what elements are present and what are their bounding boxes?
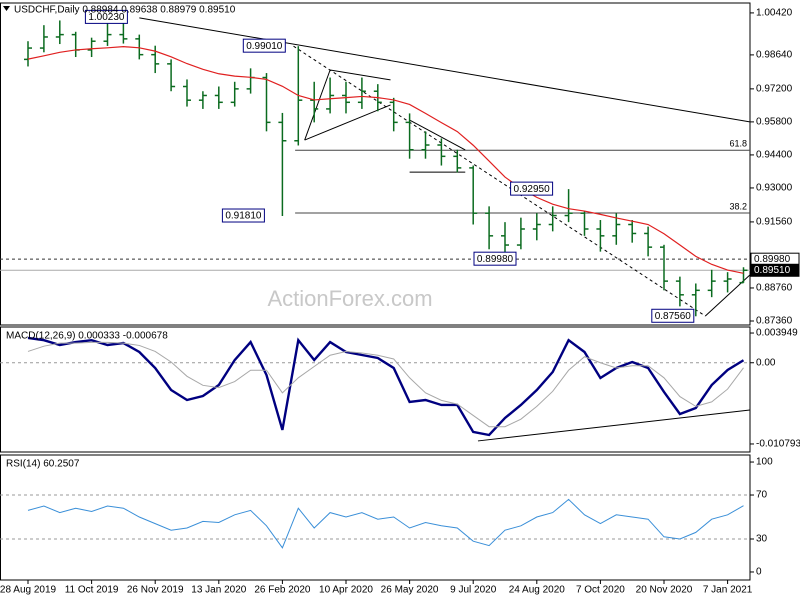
indicator-line [27, 498, 744, 549]
level-tag-label: 0.89980 [754, 254, 791, 265]
x-tick-label: 7 Oct 2020 [576, 585, 625, 596]
price-annotation-box [221, 208, 265, 223]
x-tick-label: 24 Aug 2020 [509, 585, 566, 596]
y-tick-label: 1.00420 [756, 8, 793, 19]
x-tick-label: 7 Jan 2021 [703, 585, 753, 596]
y-tick-label: 0.97200 [756, 84, 793, 95]
y-tick-label: 30 [756, 534, 768, 545]
y-tick-label: 0.91560 [756, 217, 793, 228]
fib-label: 38.2 [729, 201, 747, 211]
price-annotation: 1.00230 [88, 12, 125, 23]
menu-icon [3, 6, 10, 11]
trendline [330, 69, 391, 81]
y-tick-label: 0 [756, 567, 762, 578]
y-tick-label: 0.00 [756, 357, 776, 368]
x-tick-label: 9 Jul 2020 [450, 585, 497, 596]
price-annotation-box [84, 9, 128, 24]
x-tick-label: 26 Nov 2019 [127, 585, 184, 596]
y-tick-label: -0.010793 [756, 439, 800, 450]
price-annotation: 0.89980 [477, 254, 514, 265]
trendline [409, 119, 466, 151]
moving-average [27, 46, 744, 274]
y-tick-label: 0.88760 [756, 283, 793, 294]
trendline [304, 69, 331, 141]
price-annotation-box [473, 251, 517, 266]
level-tag-label: 0.89510 [754, 265, 791, 276]
y-tick-label: 0.87360 [756, 316, 793, 327]
panel-title: RSI(14) 60.2507 [6, 459, 80, 470]
panel-frame [0, 2, 751, 326]
y-tick-label: 0.95800 [756, 117, 793, 128]
x-tick-label: 28 Aug 2019 [0, 585, 57, 596]
y-tick-label: 0.94400 [756, 150, 793, 161]
panel-frame [0, 326, 751, 453]
trendline [705, 274, 751, 317]
price-annotation: 0.92950 [514, 184, 551, 195]
trendline [477, 409, 750, 442]
price-annotation-box [510, 181, 554, 196]
x-tick-label: 20 Nov 2020 [636, 585, 693, 596]
y-tick-label: 70 [756, 490, 768, 501]
level-tag [750, 263, 800, 277]
trendline [293, 45, 706, 317]
price-annotation: 0.99010 [246, 41, 283, 52]
price-annotation-box [242, 38, 286, 53]
y-tick-label: 100 [756, 457, 773, 468]
fib-label: 61.8 [729, 139, 747, 149]
panel-title: USDCHF,Daily 0.88984 0.89638 0.88979 0.8… [14, 5, 236, 16]
x-tick-label: 26 Feb 2020 [254, 585, 311, 596]
indicator-line [27, 341, 744, 428]
x-tick-label: 13 Jan 2020 [191, 585, 246, 596]
trendline [304, 104, 391, 141]
panel-frame [0, 454, 751, 581]
y-tick-label: 0.93000 [756, 183, 793, 194]
x-tick-label: 26 May 2020 [381, 585, 439, 596]
panel-title: MACD(12,26,9) 0.000333 -0.000678 [6, 331, 168, 342]
indicator-line [27, 336, 745, 437]
x-tick-label: 10 Apr 2020 [319, 585, 373, 596]
price-annotation: 0.87560 [655, 311, 692, 322]
price-annotation: 0.91810 [225, 211, 262, 222]
watermark: ActionForex.com [267, 286, 432, 311]
trendline [139, 17, 750, 123]
x-tick-label: 11 Oct 2019 [65, 585, 119, 596]
y-tick-label: 0.98640 [756, 50, 793, 61]
price-annotation-box [651, 308, 695, 323]
y-tick-label: 0.003949 [756, 328, 798, 339]
